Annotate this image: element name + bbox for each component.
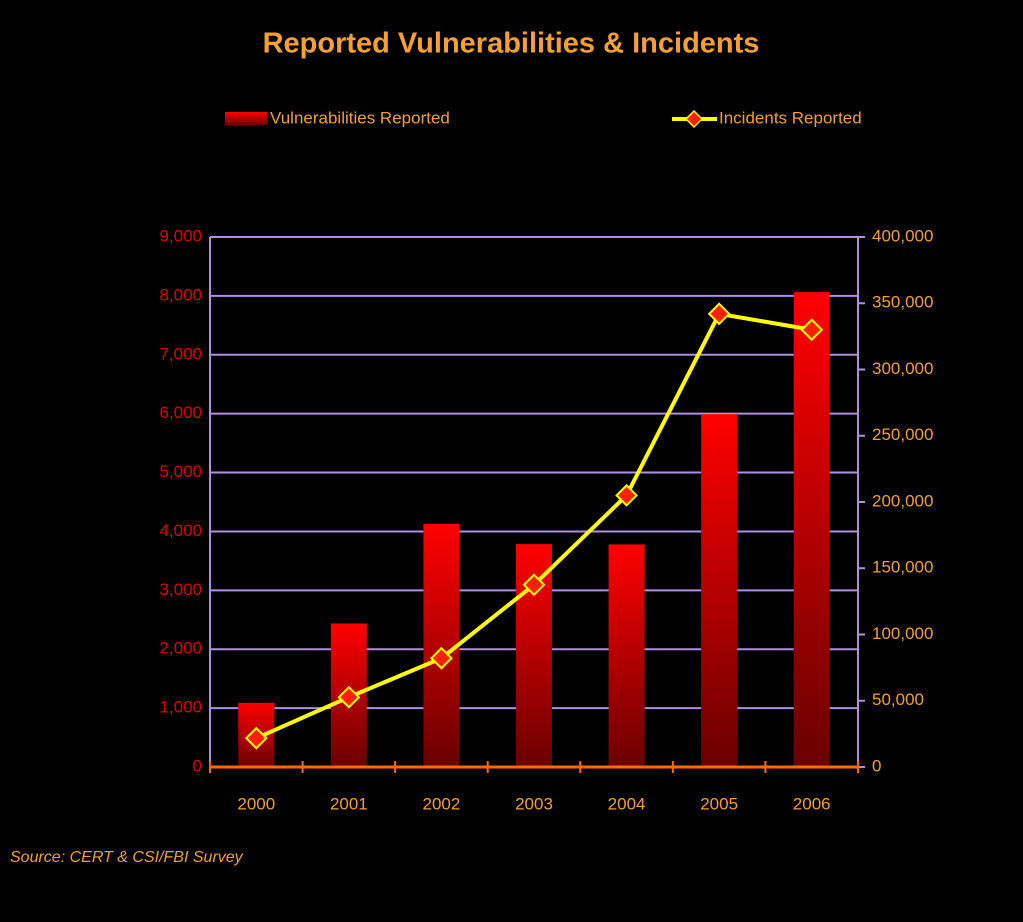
y2-tick-label: 50,000 [872, 690, 924, 709]
line-marker [800, 318, 824, 342]
line-marker [337, 685, 361, 709]
x-tick-label: 2006 [793, 794, 831, 813]
x-tick-label: 2005 [700, 794, 738, 813]
y2-tick-label: 100,000 [872, 624, 933, 643]
x-tick-label: 2003 [515, 794, 553, 813]
line-marker [430, 646, 453, 670]
y-tick-label: 2,000 [159, 639, 202, 658]
x-tick-label: 2002 [423, 794, 461, 813]
bar [608, 544, 645, 767]
y-tick-label: 6,000 [159, 403, 202, 422]
legend-swatch [225, 112, 267, 125]
y2-tick-label: 300,000 [872, 359, 933, 378]
line-marker [707, 302, 731, 326]
y-tick-label: 4,000 [159, 521, 202, 540]
line-marker [615, 483, 638, 507]
legend-label: Vulnerabilities Reported [270, 108, 450, 127]
legend-marker [684, 109, 704, 129]
line-marker [244, 726, 268, 750]
y2-tick-label: 250,000 [872, 425, 933, 444]
y2-tick-label: 150,000 [872, 558, 933, 577]
y-tick-label: 0 [193, 756, 202, 775]
y-tick-label: 9,000 [159, 226, 202, 245]
y-tick-label: 3,000 [159, 580, 202, 599]
bar [793, 292, 830, 767]
y-tick-label: 8,000 [159, 285, 202, 304]
source-note: Source: CERT & CSI/FBI Survey [10, 849, 244, 866]
y2-tick-label: 350,000 [872, 293, 933, 312]
x-tick-label: 2001 [330, 794, 368, 813]
y2-tick-label: 200,000 [872, 491, 933, 510]
bar [701, 414, 738, 767]
legend-label: Incidents Reported [719, 108, 862, 127]
y2-tick-label: 400,000 [872, 226, 933, 245]
x-tick-label: 2000 [237, 794, 275, 813]
y-tick-label: 5,000 [159, 462, 202, 481]
bar [423, 523, 460, 767]
line-marker [522, 573, 546, 597]
y-tick-label: 7,000 [159, 344, 202, 363]
x-tick-label: 2004 [608, 794, 646, 813]
chart-title: Reported Vulnerabilities & Incidents [263, 28, 760, 60]
y2-tick-label: 0 [872, 756, 881, 775]
y-tick-label: 1,000 [159, 698, 202, 717]
